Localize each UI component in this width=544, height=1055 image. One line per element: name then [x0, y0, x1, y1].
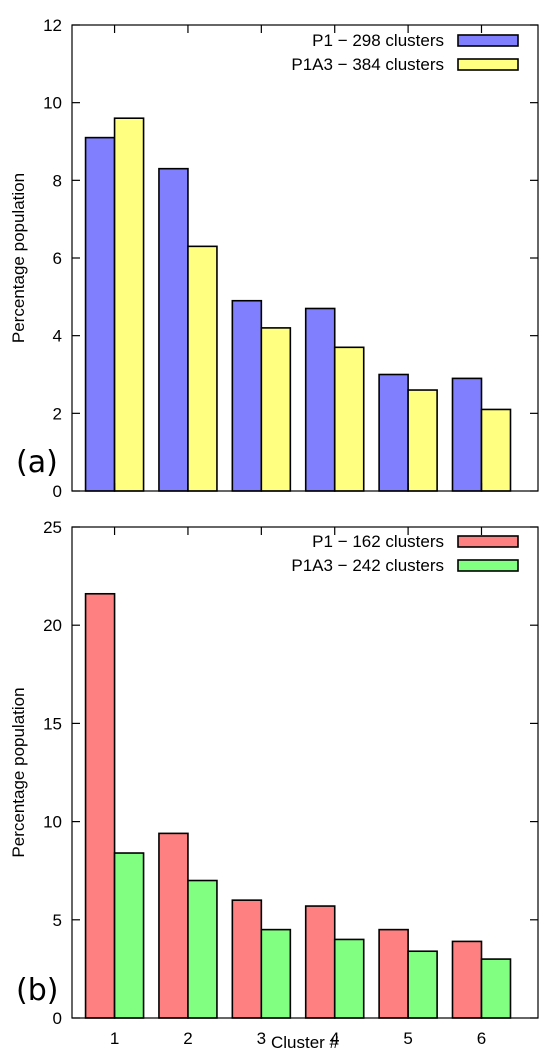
y-tick-label: 25 [43, 518, 62, 537]
bar-a-s1-c2 [158, 167, 189, 492]
x-tick-label: 6 [477, 1029, 486, 1048]
bar-a-s1-c4 [304, 307, 336, 492]
bar-a-s1-c6 [451, 377, 483, 492]
legend-label: P1 − 298 clusters [312, 31, 444, 50]
bar-b-s1-c4 [304, 905, 336, 1019]
panel-label: (a) [16, 445, 58, 480]
y-tick-label: 5 [53, 911, 62, 930]
x-tick-label: 5 [403, 1029, 412, 1048]
y-tick-label: 4 [53, 327, 62, 346]
x-tick-label: 4 [330, 1029, 339, 1048]
bar-b-s2-c1 [113, 852, 145, 1019]
bar-a-s2-c4 [333, 346, 365, 492]
x-tick-label: 3 [257, 1029, 266, 1048]
y-tick-label: 10 [43, 94, 62, 113]
bar-a-s1-c5 [378, 373, 409, 492]
y-tick-label: 0 [53, 482, 62, 501]
y-tick-label: 20 [43, 616, 62, 635]
x-tick-label: 1 [110, 1029, 119, 1048]
bar-b-s2-c4 [333, 938, 365, 1019]
y-tick-label: 0 [53, 1009, 62, 1028]
y-tick-label: 15 [43, 714, 62, 733]
plot-frame [71, 526, 539, 1019]
bar-a-s2-c2 [187, 245, 218, 492]
y-tick-label: 8 [53, 171, 62, 190]
bar-a-s1-c3 [231, 299, 263, 492]
x-tick-label: 2 [183, 1029, 192, 1048]
bar-b-s1-c3 [231, 899, 263, 1019]
y-tick-label: 12 [43, 16, 62, 35]
bar-a-s2-c6 [480, 408, 512, 492]
bar-a-s2-c5 [407, 389, 438, 492]
bar-b-s2-c6 [480, 958, 512, 1019]
x-axis-label: Cluster # [271, 1033, 340, 1052]
legend-swatch [457, 559, 519, 572]
y-tick-label: 2 [53, 404, 62, 423]
bar-b-s1-c1 [84, 592, 116, 1019]
bar-a-s2-c1 [113, 117, 145, 492]
bar-a-s1-c1 [84, 136, 116, 492]
panel-label: (b) [16, 973, 58, 1008]
y-axis-label: Percentage population [9, 687, 28, 857]
legend-swatch [457, 34, 519, 47]
y-tick-label: 6 [53, 249, 62, 268]
bar-a-s2-c3 [260, 327, 292, 492]
legend-label: P1 − 162 clusters [312, 532, 444, 551]
y-tick-label: 10 [43, 813, 62, 832]
legend-label: P1A3 − 384 clusters [291, 55, 444, 74]
legend-swatch [457, 535, 519, 548]
chart-panel-a: 0 2 4 6 8 10 12 Percentage population (a) P1 − 29… [9, 16, 539, 501]
y-axis-label: Percentage population [9, 173, 28, 343]
bar-b-s1-c2 [158, 832, 189, 1019]
chart-panel-b: 0 5 10 15 20 25 1 2 3 4 5 6 Percentage population Clu… [9, 518, 539, 1052]
bar-b-s1-c6 [451, 940, 483, 1019]
bar-b-s2-c2 [187, 879, 218, 1019]
legend-swatch [457, 58, 519, 71]
bar-b-s2-c3 [260, 928, 292, 1019]
legend-label: P1A3 − 242 clusters [291, 556, 444, 575]
bar-b-s1-c5 [378, 928, 409, 1019]
bar-b-s2-c5 [407, 950, 438, 1019]
